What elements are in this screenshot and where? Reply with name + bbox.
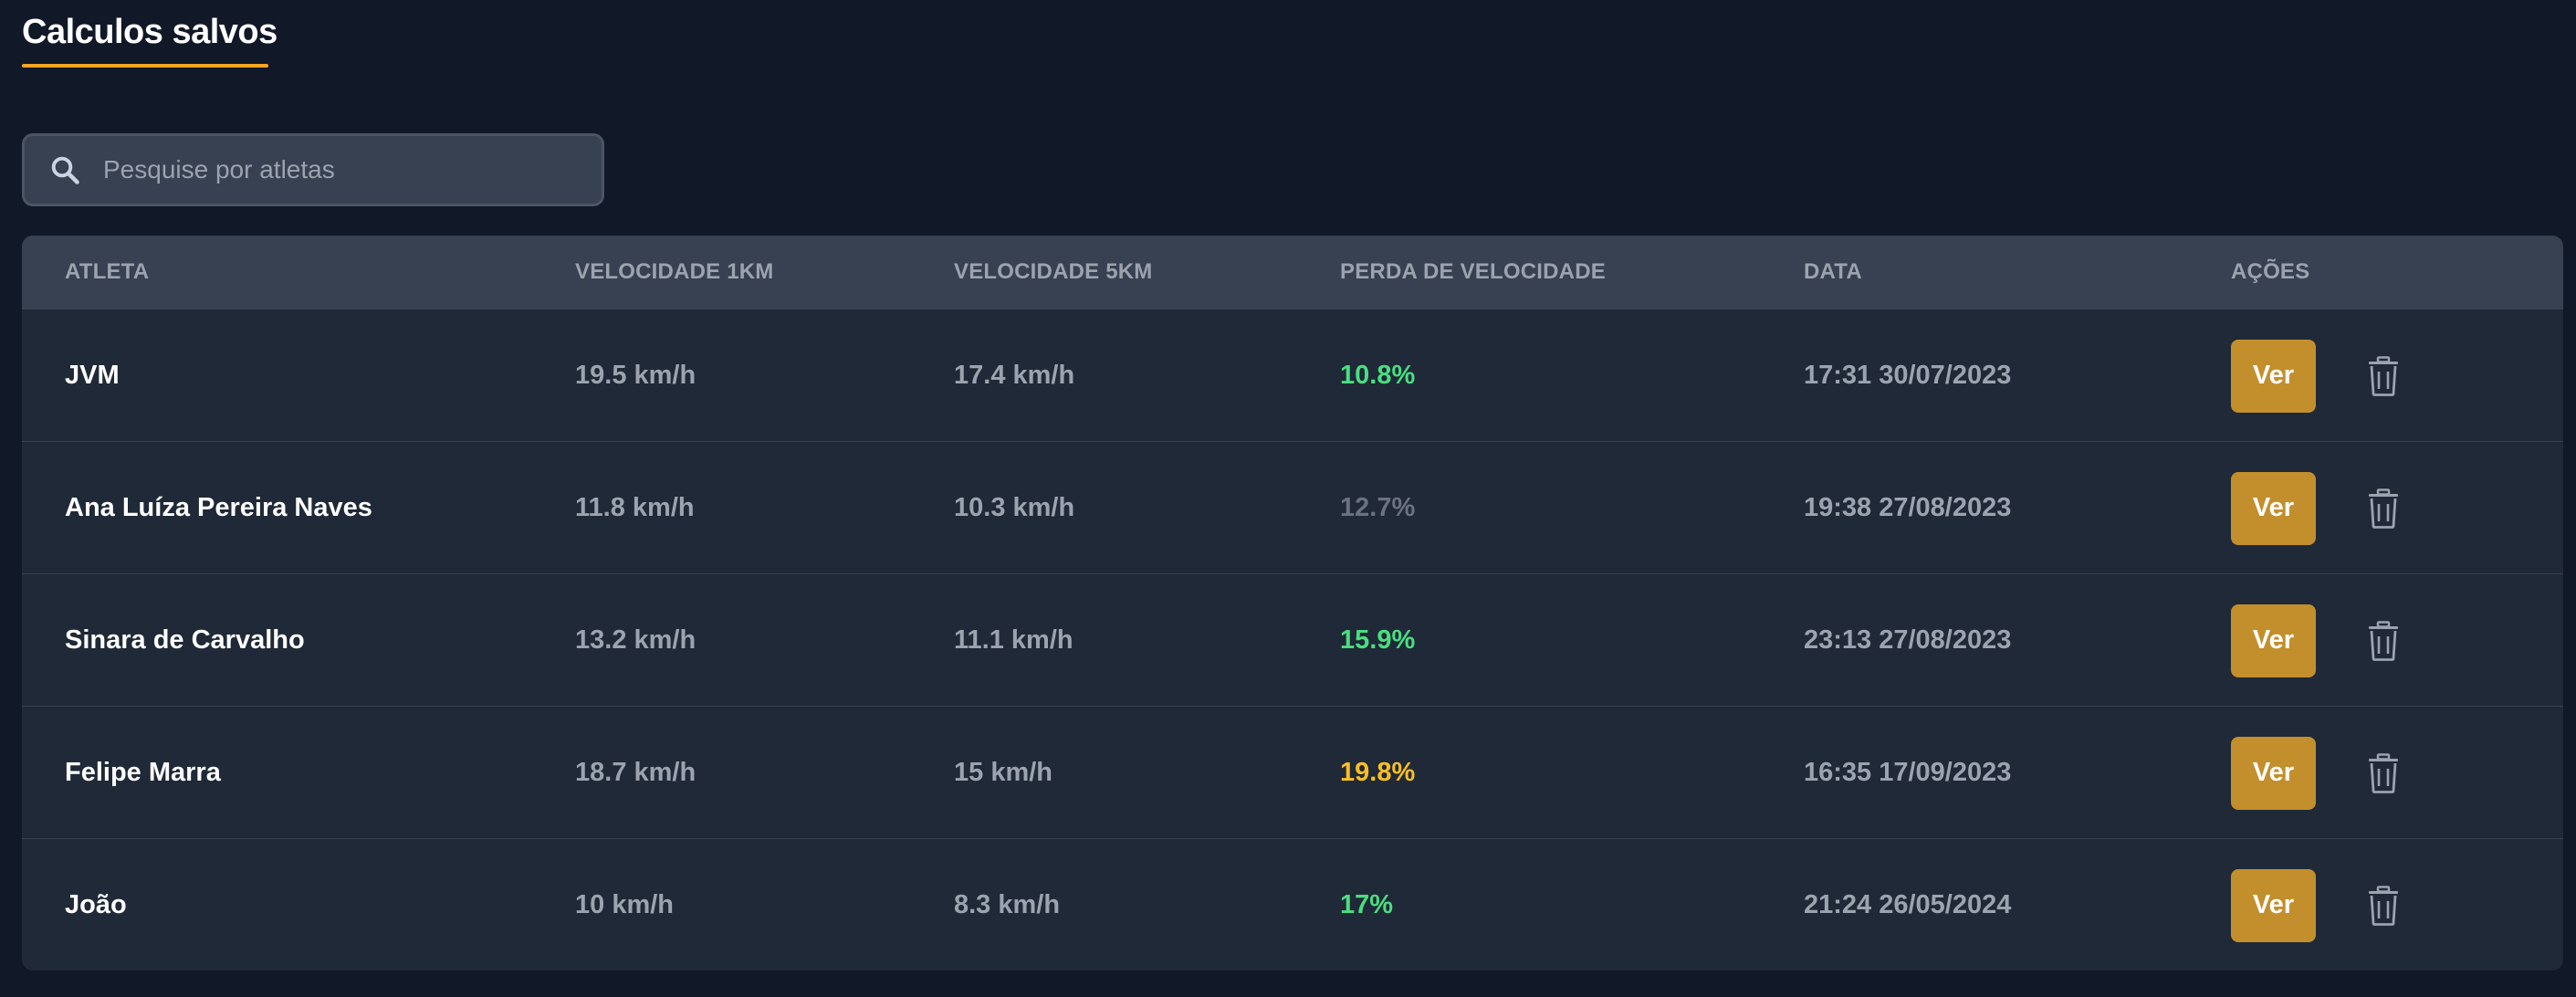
trash-icon: [2369, 355, 2398, 396]
athlete-name: Sinara de Carvalho: [65, 625, 305, 655]
title-underline: [22, 64, 268, 68]
header-speed-5km: VELOCIDADE 5KM: [954, 259, 1153, 284]
speed-5km: 10.3 km/h: [954, 493, 1075, 522]
speed-loss: 12.7%: [1340, 493, 1416, 522]
athlete-name: Felipe Marra: [65, 758, 221, 787]
view-button[interactable]: Ver: [2231, 603, 2316, 677]
delete-button[interactable]: [2363, 618, 2403, 664]
speed-loss: 15.9%: [1340, 625, 1416, 655]
athlete-name: João: [65, 890, 127, 919]
row-actions: Ver: [2231, 574, 2403, 707]
delete-button[interactable]: [2363, 353, 2403, 399]
header-actions: AÇÕES: [2231, 259, 2310, 284]
search-input[interactable]: [103, 136, 602, 204]
speed-5km: 15 km/h: [954, 758, 1052, 787]
date: 17:31 30/07/2023: [1804, 361, 2012, 390]
header-date: DATA: [1804, 259, 1862, 284]
delete-button[interactable]: [2363, 883, 2403, 929]
speed-1km: 18.7 km/h: [575, 758, 696, 787]
row-actions: Ver: [2231, 707, 2403, 839]
trash-icon: [2369, 885, 2398, 926]
calculations-table: ATLETA VELOCIDADE 1KM VELOCIDADE 5KM PER…: [22, 236, 2563, 971]
header-speed-loss: PERDA DE VELOCIDADE: [1340, 259, 1606, 284]
speed-1km: 19.5 km/h: [575, 361, 696, 390]
athlete-name: Ana Luíza Pereira Naves: [65, 493, 372, 522]
page-title: Calculos salvos: [22, 13, 277, 51]
trash-icon: [2369, 752, 2398, 793]
date: 21:24 26/05/2024: [1804, 890, 2012, 919]
athlete-name: JVM: [65, 361, 120, 390]
speed-loss: 17%: [1340, 890, 1394, 919]
date: 16:35 17/09/2023: [1804, 758, 2012, 787]
delete-button[interactable]: [2363, 750, 2403, 796]
table-row: Ana Luíza Pereira Naves 11.8 km/h 10.3 k…: [22, 441, 2563, 573]
row-actions: Ver: [2231, 442, 2403, 574]
table-row: JVM 19.5 km/h 17.4 km/h 10.8% 17:31 30/0…: [22, 309, 2563, 441]
search-box[interactable]: [22, 133, 604, 206]
table-row: Sinara de Carvalho 13.2 km/h 11.1 km/h 1…: [22, 573, 2563, 706]
table-row: João 10 km/h 8.3 km/h 17% 21:24 26/05/20…: [22, 838, 2563, 971]
date: 23:13 27/08/2023: [1804, 625, 2012, 655]
view-button[interactable]: Ver: [2231, 736, 2316, 810]
speed-loss: 19.8%: [1340, 758, 1416, 787]
search-icon: [51, 156, 79, 184]
table-header: ATLETA VELOCIDADE 1KM VELOCIDADE 5KM PER…: [22, 236, 2563, 309]
delete-button[interactable]: [2363, 486, 2403, 531]
row-actions: Ver: [2231, 839, 2403, 971]
view-button[interactable]: Ver: [2231, 339, 2316, 413]
view-button[interactable]: Ver: [2231, 471, 2316, 545]
speed-5km: 11.1 km/h: [954, 625, 1073, 655]
speed-1km: 11.8 km/h: [575, 493, 695, 522]
header-athlete: ATLETA: [65, 259, 150, 284]
speed-loss: 10.8%: [1340, 361, 1416, 390]
trash-icon: [2369, 488, 2398, 529]
row-actions: Ver: [2231, 310, 2403, 442]
trash-icon: [2369, 620, 2398, 661]
view-button[interactable]: Ver: [2231, 868, 2316, 942]
speed-5km: 8.3 km/h: [954, 890, 1061, 919]
speed-1km: 13.2 km/h: [575, 625, 696, 655]
speed-1km: 10 km/h: [575, 890, 674, 919]
speed-5km: 17.4 km/h: [954, 361, 1075, 390]
header-speed-1km: VELOCIDADE 1KM: [575, 259, 774, 284]
table-row: Felipe Marra 18.7 km/h 15 km/h 19.8% 16:…: [22, 706, 2563, 838]
date: 19:38 27/08/2023: [1804, 493, 2012, 522]
